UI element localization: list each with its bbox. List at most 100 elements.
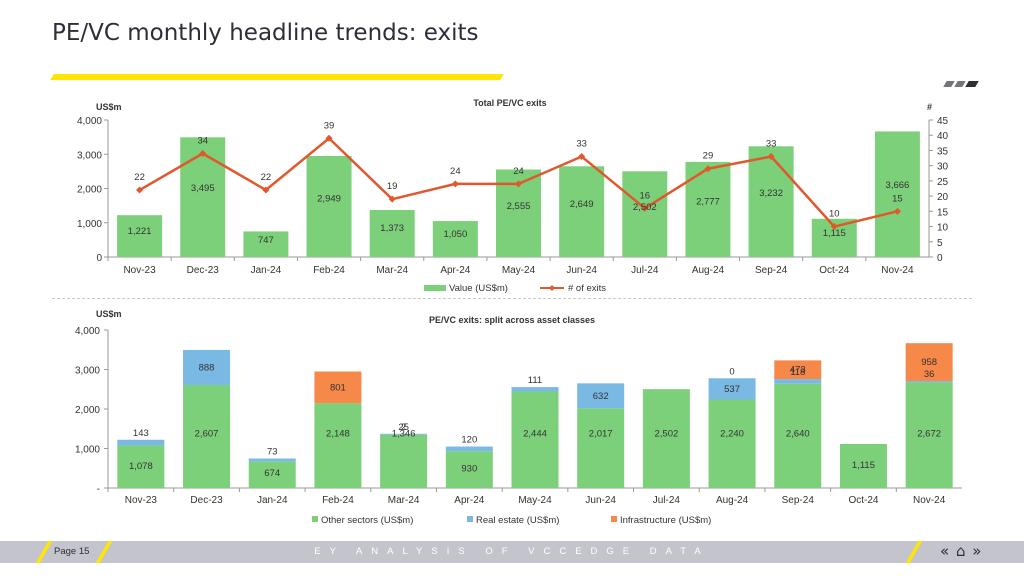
prev-page-icon[interactable]: « [940, 542, 950, 560]
stack-segment-label: 0 [729, 366, 734, 377]
x-tick-label: Jan-24 [257, 495, 288, 506]
exits-point-label: 10 [829, 209, 840, 220]
value-bar-label: 2,777 [696, 197, 720, 208]
value-bar-label: 1,050 [443, 229, 467, 240]
stack-segment [905, 343, 953, 382]
value-bar [685, 161, 731, 257]
legend-other-swatch [312, 516, 318, 522]
x-tick-label: Aug-24 [716, 495, 749, 506]
exits-point-label: 19 [387, 181, 398, 192]
home-icon[interactable]: ⌂ [955, 542, 966, 560]
exits-point [704, 165, 712, 173]
x-tick-label: Nov-24 [881, 265, 914, 276]
y-tick-label: 4,000 [75, 326, 100, 337]
exits-point-label: 24 [450, 166, 461, 177]
stack-segment-label: 674 [264, 468, 280, 479]
x-tick-label: Nov-23 [123, 265, 156, 276]
stack-segment-label: 120 [461, 435, 477, 446]
stack-segment-label: 2,640 [786, 429, 810, 440]
chart1-right-unit: # [927, 102, 932, 112]
exits-point-label: 22 [134, 172, 145, 183]
y2-tick-label: 45 [937, 116, 949, 127]
stack-segment-label: 958 [921, 357, 937, 368]
x-tick-label: Dec-23 [187, 265, 220, 276]
value-bar [559, 166, 605, 257]
x-tick-label: Apr-24 [454, 495, 484, 506]
value-bar [748, 146, 794, 257]
exits-point-label: 34 [197, 135, 208, 146]
page-title: PE/VC monthly headline trends: exits [52, 20, 479, 46]
y2-tick-label: 0 [937, 253, 943, 264]
chart2-title: PE/VC exits: split across asset classes [429, 315, 595, 325]
value-bar-label: 2,502 [633, 202, 657, 213]
x-tick-label: Jan-24 [251, 265, 282, 276]
x-tick-label: Feb-24 [322, 495, 354, 506]
stack-segment [708, 399, 756, 488]
exits-point [262, 186, 270, 194]
exits-point-label: 22 [261, 172, 272, 183]
y-tick-label: 2,000 [77, 185, 102, 196]
stack-segment [577, 408, 625, 488]
stack-segment [248, 461, 296, 488]
stack-segment-label: 1,078 [129, 461, 153, 472]
exits-point [515, 180, 522, 188]
exits-point-label: 29 [703, 151, 714, 162]
x-tick-label: Mar-24 [376, 265, 408, 276]
value-bar [369, 209, 415, 257]
stack-segment-label: 1,115 [852, 460, 875, 471]
x-tick-label: Sep-24 [782, 495, 815, 506]
stack-segment-label: 2,444 [523, 429, 547, 440]
value-bar-label: 2,949 [317, 193, 341, 204]
asset-class-split-chart: PE/VC exits: split across asset classes … [75, 309, 962, 526]
legend-infra-swatch [611, 516, 617, 522]
stack-segment-label: 143 [133, 428, 149, 439]
chart2-left-unit: US$m [96, 309, 122, 319]
page-number: Page 15 [54, 546, 90, 557]
x-tick-label: Jul-24 [653, 495, 681, 506]
stack-segment [905, 381, 953, 383]
stack-segment-label: 73 [267, 446, 278, 457]
y2-tick-label: 25 [937, 177, 949, 188]
stack-segment-label: 632 [593, 391, 609, 402]
stack-segment-label: 2,502 [654, 429, 678, 440]
exits-point-label: 15 [892, 193, 903, 204]
stack-segment [774, 379, 822, 384]
exits-point [578, 153, 586, 161]
x-tick-label: Dec-23 [190, 495, 223, 506]
legend-realestate-label: Real estate (US$m) [476, 515, 559, 526]
legend-realestate-swatch [467, 516, 473, 522]
y-tick-label: 4,000 [77, 116, 102, 127]
x-tick-label: Feb-24 [313, 265, 345, 276]
exits-point-label: 33 [766, 139, 777, 150]
total-exits-chart: Total PE/VC exits US$m # 0 1,000 2,000 3,00… [77, 98, 949, 294]
exits-point [767, 153, 775, 161]
x-tick-label: Sep-24 [755, 265, 788, 276]
next-page-icon[interactable]: » [972, 542, 982, 560]
x-tick-label: Oct-24 [819, 265, 849, 276]
legend-infra-label: Infrastructure (US$m) [620, 515, 711, 526]
chart1-left-unit: US$m [96, 102, 122, 112]
x-tick-label: Jun-24 [566, 265, 597, 276]
x-tick-label: May-24 [502, 265, 536, 276]
stack-segment-label: 888 [199, 362, 215, 373]
exits-point-label: 16 [640, 190, 651, 201]
stack-segment [577, 383, 625, 409]
value-bar-label: 3,232 [759, 188, 783, 199]
value-bar-label: 3,495 [191, 183, 215, 194]
stack-segment-label: 2,148 [326, 429, 350, 440]
y-tick-label: 1,000 [75, 445, 100, 456]
legend-value-label: Value (US$m) [449, 283, 508, 294]
chart1-title: Total PE/VC exits [473, 98, 546, 108]
value-bar [432, 221, 478, 257]
stack-segment [905, 382, 953, 488]
stack-segment [248, 458, 296, 462]
stack-segment [183, 385, 231, 488]
stack-segment [117, 439, 165, 446]
x-tick-label: Jul-24 [631, 265, 659, 276]
x-tick-label: Nov-23 [125, 495, 158, 506]
value-bar-label: 2,649 [570, 199, 594, 210]
exits-point [199, 149, 207, 157]
value-bar [117, 215, 163, 257]
stack-segment [511, 387, 559, 392]
x-tick-label: May-24 [518, 495, 552, 506]
